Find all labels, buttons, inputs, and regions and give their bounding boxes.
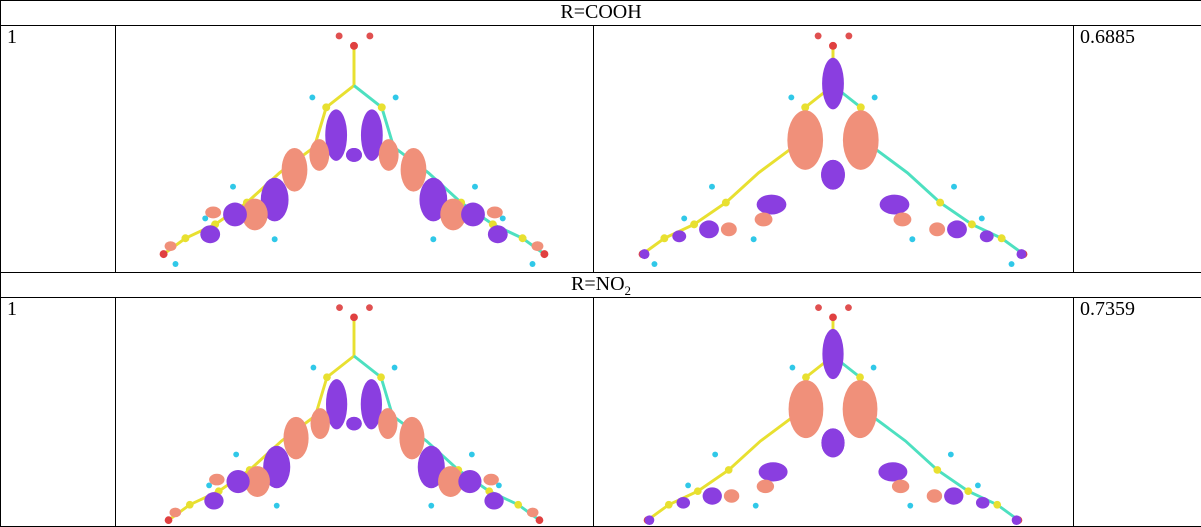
- header-text: R=COOH: [560, 1, 641, 23]
- image-cell: [116, 298, 594, 527]
- page: R=COOH 1 0.6885 R=NO2 1 0.7359 (() => { …: [0, 0, 1201, 526]
- image-cell: [594, 26, 1074, 273]
- value: 0.7359: [1080, 298, 1135, 320]
- index-cell: 1: [1, 298, 116, 527]
- orbital-table: R=COOH 1 0.6885 R=NO2 1 0.7359: [0, 0, 1201, 527]
- molecule-orbital-image: [594, 26, 1072, 271]
- index-cell: 1: [1, 26, 116, 273]
- index: 1: [7, 298, 17, 320]
- index: 1: [7, 26, 17, 48]
- section-header: R=COOH: [1, 1, 1201, 26]
- molecule-orbital-image: [594, 298, 1072, 525]
- image-cell: [594, 298, 1074, 527]
- value-cell: 0.6885: [1074, 26, 1201, 273]
- header-subscript: 2: [625, 283, 632, 298]
- value-cell: 0.7359: [1074, 298, 1201, 527]
- header-text: R=NO: [571, 273, 625, 295]
- molecule-orbital-image: [116, 298, 592, 525]
- molecule-orbital-image: [116, 26, 592, 271]
- section-header: R=NO2: [1, 273, 1201, 298]
- image-cell: [116, 26, 594, 273]
- value: 0.6885: [1080, 26, 1135, 48]
